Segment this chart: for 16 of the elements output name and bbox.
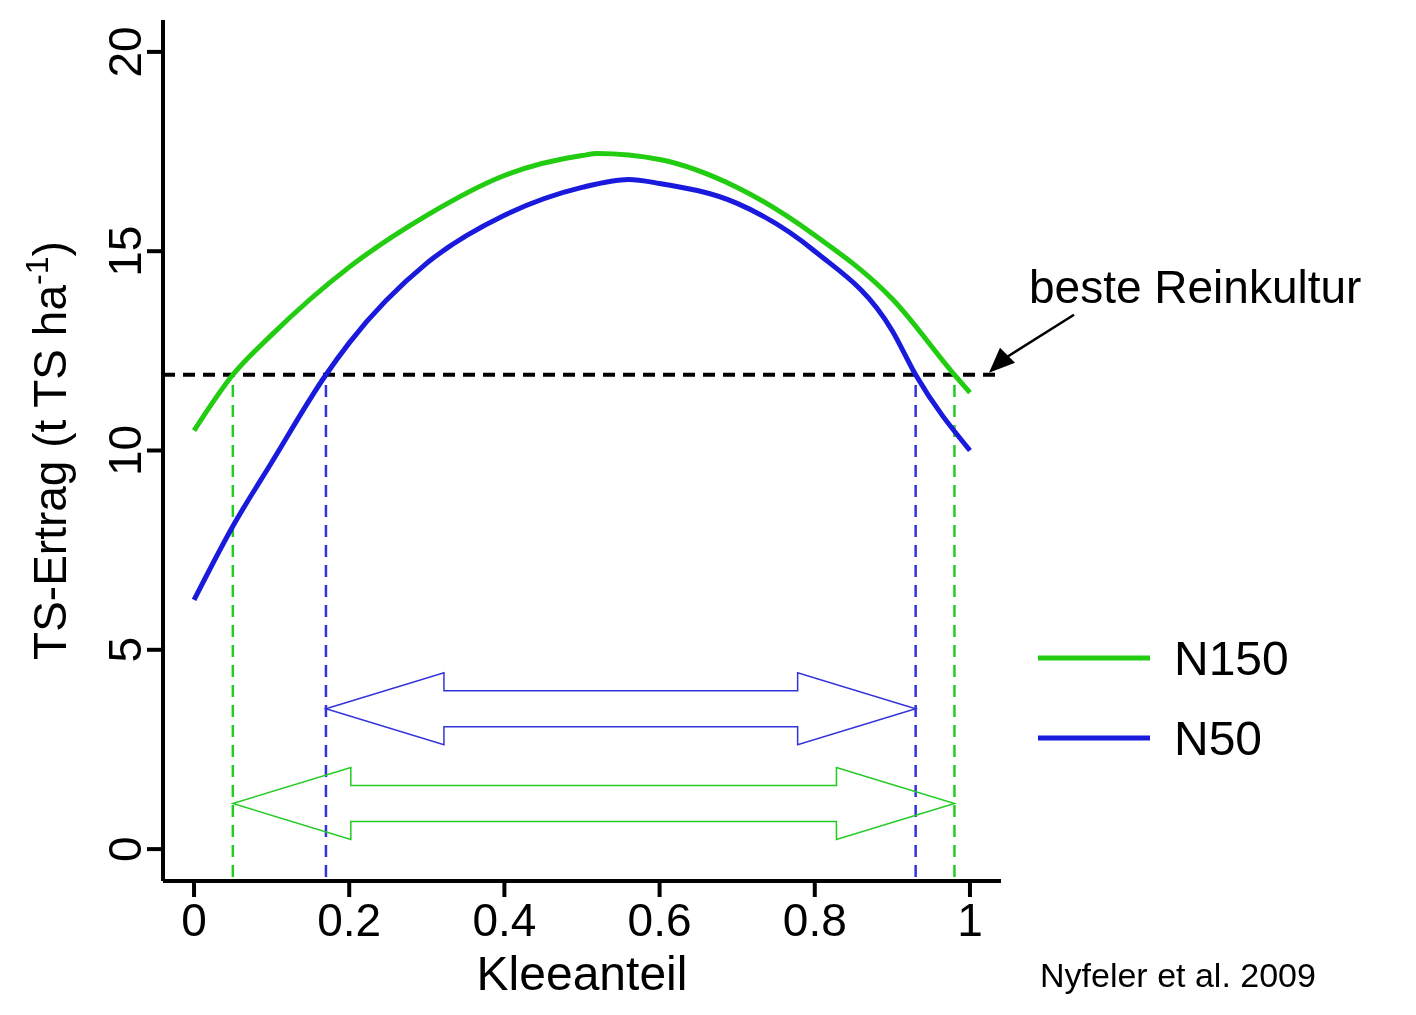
legend-label: N50 [1174, 710, 1263, 766]
y-tick-label: 10 [99, 424, 151, 477]
x-tick-label: 0.2 [317, 893, 382, 946]
x-tick-label: 0 [181, 893, 207, 946]
ref-line-label: beste Reinkultur [1029, 260, 1362, 313]
text: Nyfeler et al. 2009 [1040, 956, 1316, 995]
x-tick-label: 0.8 [782, 893, 847, 946]
y-tick-label: 0 [99, 836, 151, 862]
x-tick-label: 1 [957, 893, 983, 946]
y-tick-label: 5 [99, 637, 151, 663]
x-tick-label: 0.4 [472, 893, 537, 946]
x-axis-title: Kleeanteil [476, 947, 688, 1000]
x-tick-label: 0.6 [627, 893, 692, 946]
legend-label: N150 [1174, 630, 1289, 686]
y-tick-label: 15 [99, 225, 151, 277]
y-tick-label: 20 [99, 26, 151, 78]
